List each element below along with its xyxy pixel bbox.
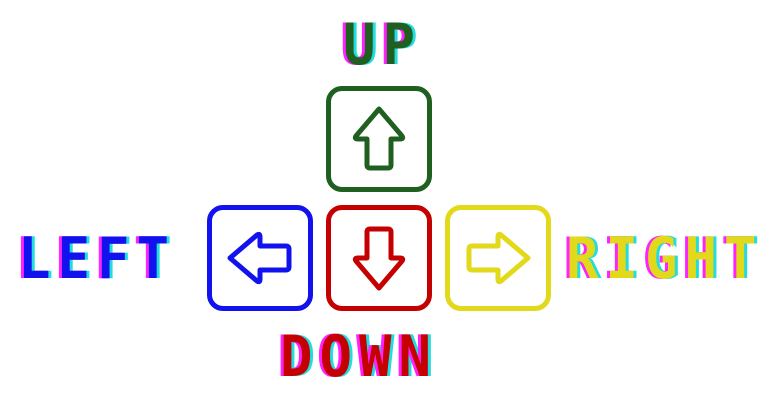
up-arrow-key[interactable] (326, 86, 432, 192)
arrow-right-icon (463, 228, 533, 288)
arrow-up-icon (349, 104, 409, 174)
arrow-down-icon (349, 223, 409, 293)
arrow-left-icon (225, 228, 295, 288)
down-label: DOWN (280, 329, 438, 386)
left-arrow-key[interactable] (207, 205, 313, 311)
down-arrow-key[interactable] (326, 205, 432, 311)
left-label: LEFT (18, 231, 176, 288)
up-label: UP (343, 17, 422, 74)
right-arrow-key[interactable] (445, 205, 551, 311)
right-label: RIGHT (566, 231, 764, 288)
